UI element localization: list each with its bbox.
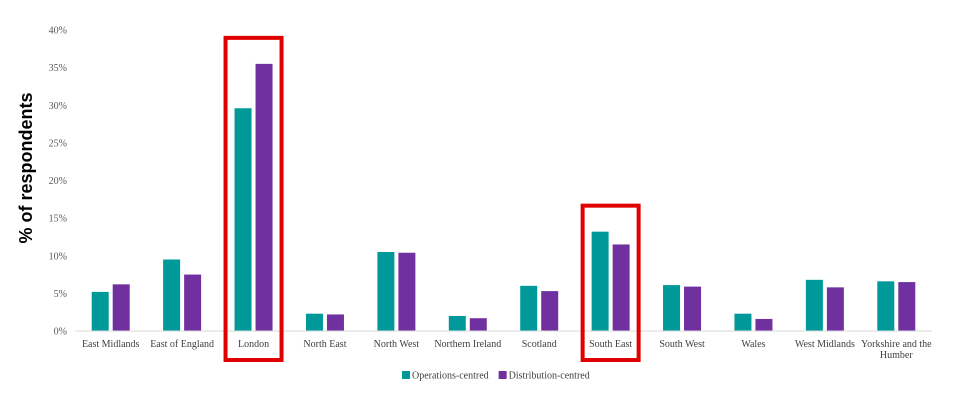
highlight-box: [223, 35, 284, 363]
y-tick-label: 10%: [49, 251, 67, 262]
x-category-label: East of England: [150, 339, 214, 350]
bar-operations: [234, 108, 252, 331]
highlight-box: [580, 203, 641, 362]
bar-distribution: [826, 287, 844, 331]
x-category-label: East Midlands: [82, 339, 140, 350]
bar-operations: [591, 231, 609, 331]
bars: [91, 63, 916, 332]
bar-operations: [734, 313, 752, 331]
x-axis-categories: East Midlands East of England London North …: [82, 339, 932, 361]
bar-operations: [377, 251, 395, 331]
bar-distribution: [755, 318, 773, 331]
x-category-label: Wales: [741, 339, 765, 350]
y-axis-ticks: 0% 5% 10% 15% 20% 25% 30% 35% 40%: [49, 26, 67, 338]
y-tick-label: 15%: [49, 214, 67, 225]
bar-operations: [877, 281, 895, 331]
y-tick-label: 40%: [49, 26, 67, 37]
bar-distribution: [398, 252, 416, 331]
highlight-boxes: [223, 35, 641, 363]
bar-distribution: [112, 284, 130, 331]
bar-operations: [520, 285, 538, 331]
x-category-label: South East: [589, 339, 632, 350]
bar-operations: [91, 291, 109, 331]
bar-operations: [448, 315, 466, 331]
x-category-label: West Midlands: [795, 339, 855, 350]
y-tick-label: 5%: [54, 289, 67, 300]
bar-operations: [805, 279, 823, 331]
bar-operations: [663, 285, 681, 331]
bar-operations: [305, 313, 323, 331]
legend-swatch: [498, 371, 507, 379]
x-category-label: Scotland: [522, 339, 557, 350]
x-category-label: London: [238, 339, 269, 350]
x-category-label: North East: [303, 339, 346, 350]
y-tick-label: 20%: [49, 176, 67, 187]
bar-distribution: [612, 244, 630, 331]
bar-distribution: [684, 286, 702, 331]
bar-distribution: [898, 282, 916, 331]
legend: Operations-centred Distribution-centred: [402, 371, 590, 382]
legend-swatch: [402, 371, 410, 379]
bar-distribution: [326, 314, 344, 331]
bar-distribution: [184, 274, 202, 331]
x-category-label: Northern Ireland: [434, 339, 501, 350]
bar-operations: [163, 259, 181, 331]
legend-label: Operations-centred: [412, 371, 489, 382]
y-tick-label: 30%: [49, 101, 67, 112]
bar-distribution: [255, 63, 273, 332]
x-category-label: South West: [659, 339, 705, 350]
y-axis-label: % of respondents: [16, 92, 36, 243]
x-category-label: North West: [374, 339, 420, 350]
y-tick-label: 35%: [49, 63, 67, 74]
x-category-label: Yorkshire and the Humber: [861, 339, 932, 361]
y-tick-label: 25%: [49, 138, 67, 149]
legend-label: Distribution-centred: [509, 371, 590, 382]
y-tick-label: 0%: [54, 327, 67, 338]
bar-distribution: [541, 291, 559, 331]
bar-distribution: [469, 318, 487, 331]
